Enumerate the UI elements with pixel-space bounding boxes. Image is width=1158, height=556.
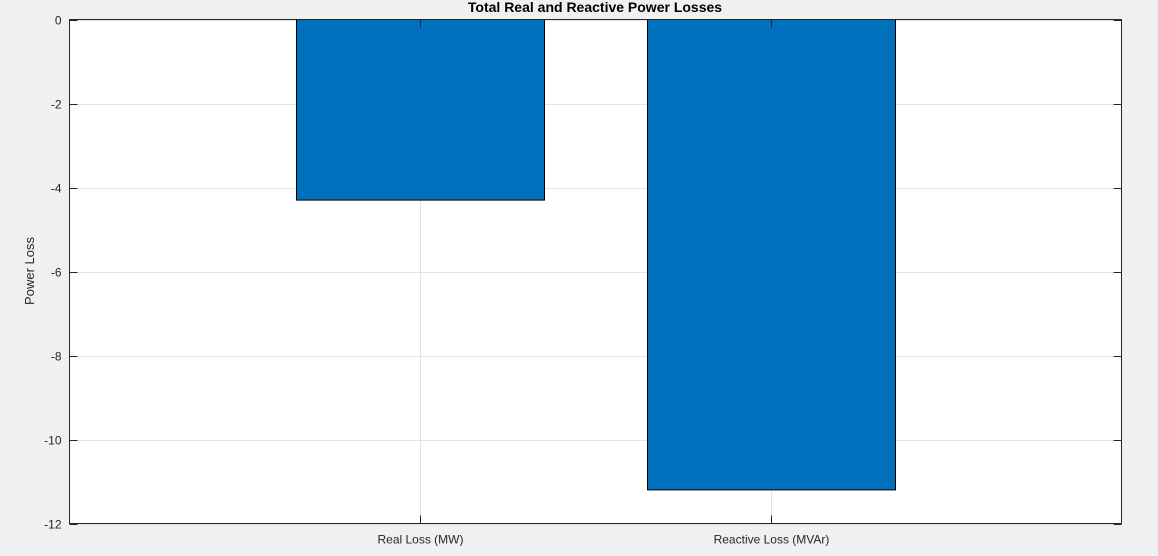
y-tick-label: -12 [44, 518, 62, 532]
y-axis-label: Power Loss [22, 237, 37, 305]
bar-0 [296, 19, 545, 201]
bar-1 [647, 19, 896, 491]
plot-area [69, 19, 1122, 524]
x-tick-label: Real Loss (MW) [377, 533, 463, 547]
chart-title: Total Real and Reactive Power Losses [468, 0, 722, 15]
y-tick-label: -10 [44, 434, 62, 448]
y-tick-label: 0 [55, 14, 62, 28]
y-tick-label: -6 [51, 266, 62, 280]
x-tick-label: Reactive Loss (MVAr) [714, 533, 830, 547]
plot-frame [69, 19, 1122, 524]
y-tick-label: -4 [51, 182, 62, 196]
y-tick-label: -2 [51, 98, 62, 112]
bars [296, 19, 896, 491]
y-tick-label: -8 [51, 350, 62, 364]
ticks: 0 -2 -4 -6 -8 -10 -12 Real Loss (MW) Reactive Lo… [44, 14, 1122, 547]
